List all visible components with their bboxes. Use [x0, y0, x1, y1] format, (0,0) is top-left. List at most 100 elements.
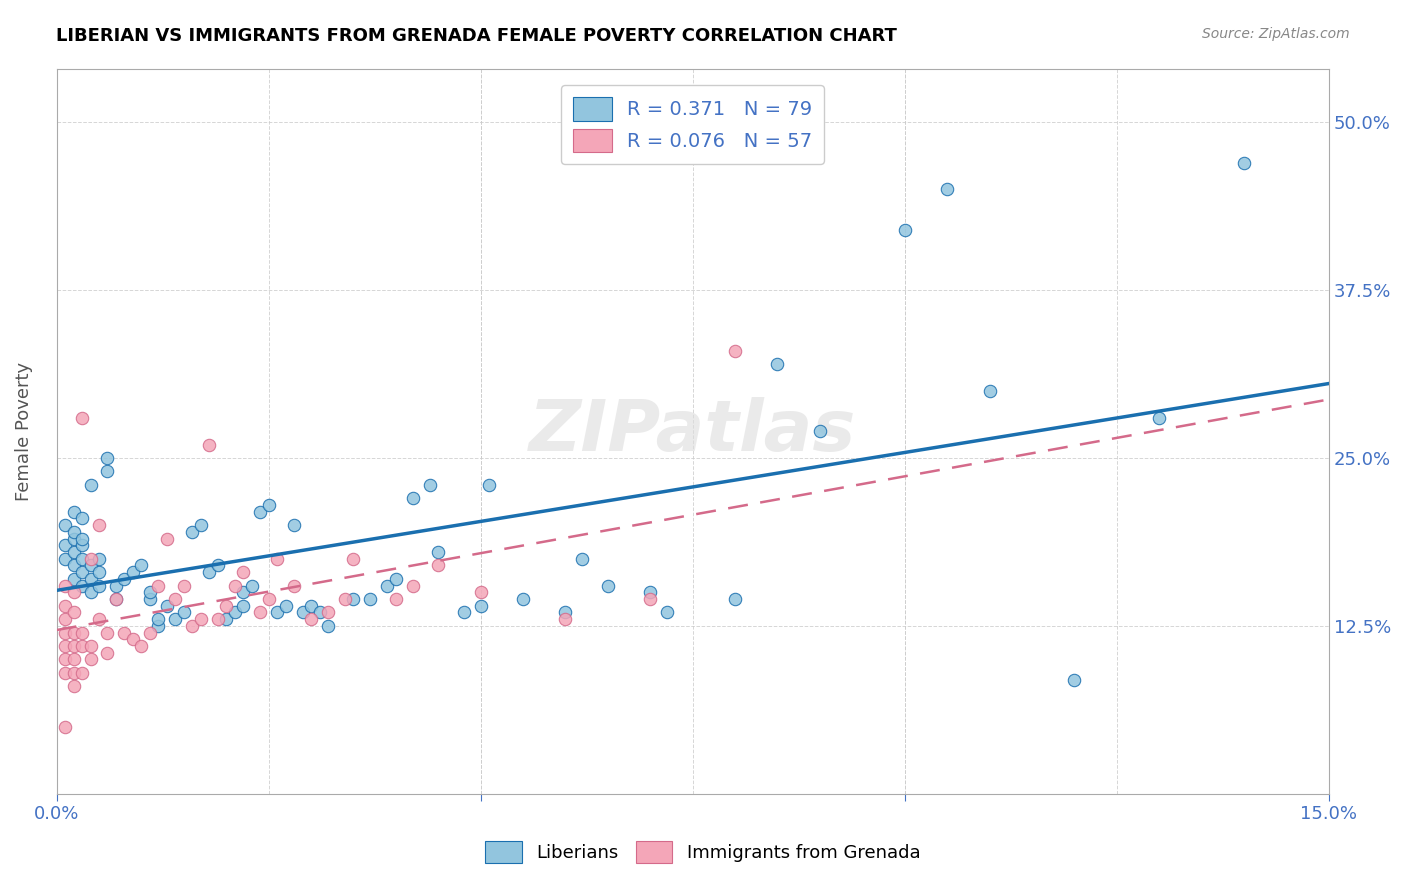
Liberians [766, 357, 789, 371]
Immigrants from Grenada [181, 619, 204, 633]
Immigrants from Grenada [53, 625, 76, 640]
Liberians [53, 518, 76, 533]
Immigrants from Grenada [554, 612, 576, 626]
Liberians [139, 585, 162, 599]
Liberians [554, 606, 576, 620]
Liberians [114, 572, 136, 586]
Liberians [596, 578, 619, 592]
Liberians [181, 524, 204, 539]
Immigrants from Grenada [53, 665, 76, 680]
Immigrants from Grenada [427, 558, 450, 573]
Text: ZIPatlas: ZIPatlas [529, 397, 856, 466]
Liberians [96, 450, 118, 465]
Liberians [70, 511, 93, 525]
Liberians [70, 538, 93, 552]
Liberians [190, 518, 212, 533]
Liberians [1233, 155, 1256, 169]
Liberians [122, 565, 145, 579]
Immigrants from Grenada [53, 652, 76, 666]
Liberians [87, 578, 110, 592]
Liberians [1147, 410, 1170, 425]
Liberians [148, 612, 170, 626]
Immigrants from Grenada [232, 565, 254, 579]
Immigrants from Grenada [385, 591, 408, 606]
Liberians [419, 478, 441, 492]
Immigrants from Grenada [62, 652, 84, 666]
Liberians [657, 606, 679, 620]
Liberians [299, 599, 322, 613]
Immigrants from Grenada [402, 578, 425, 592]
Immigrants from Grenada [53, 639, 76, 653]
Liberians [70, 578, 93, 592]
Immigrants from Grenada [104, 591, 127, 606]
Immigrants from Grenada [53, 612, 76, 626]
Liberians [53, 538, 76, 552]
Immigrants from Grenada [266, 551, 288, 566]
Liberians [70, 551, 93, 566]
Immigrants from Grenada [79, 639, 101, 653]
Immigrants from Grenada [70, 625, 93, 640]
Liberians [283, 518, 305, 533]
Liberians [79, 478, 101, 492]
Liberians [215, 612, 238, 626]
Liberians [53, 551, 76, 566]
Immigrants from Grenada [79, 652, 101, 666]
Liberians [173, 606, 195, 620]
Immigrants from Grenada [316, 606, 339, 620]
Immigrants from Grenada [165, 591, 187, 606]
Liberians [87, 551, 110, 566]
Liberians [104, 578, 127, 592]
Liberians [979, 384, 1001, 398]
Immigrants from Grenada [53, 578, 76, 592]
Liberians [131, 558, 153, 573]
Liberians [96, 464, 118, 478]
Liberians [640, 585, 662, 599]
Liberians [402, 491, 425, 506]
Legend: R = 0.371   N = 79, R = 0.076   N = 57: R = 0.371 N = 79, R = 0.076 N = 57 [561, 86, 824, 164]
Liberians [808, 424, 831, 438]
Liberians [104, 591, 127, 606]
Immigrants from Grenada [299, 612, 322, 626]
Liberians [478, 478, 501, 492]
Liberians [62, 532, 84, 546]
Liberians [62, 524, 84, 539]
Liberians [79, 585, 101, 599]
Liberians [470, 599, 492, 613]
Liberians [165, 612, 187, 626]
Text: LIBERIAN VS IMMIGRANTS FROM GRENADA FEMALE POVERTY CORRELATION CHART: LIBERIAN VS IMMIGRANTS FROM GRENADA FEMA… [56, 27, 897, 45]
Immigrants from Grenada [79, 551, 101, 566]
Immigrants from Grenada [131, 639, 153, 653]
Liberians [427, 545, 450, 559]
Liberians [291, 606, 314, 620]
Liberians [377, 578, 399, 592]
Liberians [249, 505, 271, 519]
Liberians [359, 591, 381, 606]
Immigrants from Grenada [156, 532, 179, 546]
Liberians [266, 606, 288, 620]
Liberians [1063, 673, 1085, 687]
Liberians [724, 591, 747, 606]
Immigrants from Grenada [62, 639, 84, 653]
Liberians [342, 591, 364, 606]
Liberians [79, 572, 101, 586]
Liberians [70, 532, 93, 546]
Liberians [453, 606, 475, 620]
Immigrants from Grenada [70, 639, 93, 653]
Liberians [240, 578, 263, 592]
Liberians [936, 182, 959, 196]
Immigrants from Grenada [87, 518, 110, 533]
Immigrants from Grenada [139, 625, 162, 640]
Liberians [62, 558, 84, 573]
Immigrants from Grenada [198, 437, 221, 451]
Immigrants from Grenada [257, 591, 280, 606]
Liberians [232, 599, 254, 613]
Liberians [316, 619, 339, 633]
Immigrants from Grenada [640, 591, 662, 606]
Immigrants from Grenada [53, 719, 76, 733]
Immigrants from Grenada [470, 585, 492, 599]
Liberians [62, 505, 84, 519]
Immigrants from Grenada [173, 578, 195, 592]
Liberians [79, 558, 101, 573]
Immigrants from Grenada [122, 632, 145, 647]
Liberians [207, 558, 229, 573]
